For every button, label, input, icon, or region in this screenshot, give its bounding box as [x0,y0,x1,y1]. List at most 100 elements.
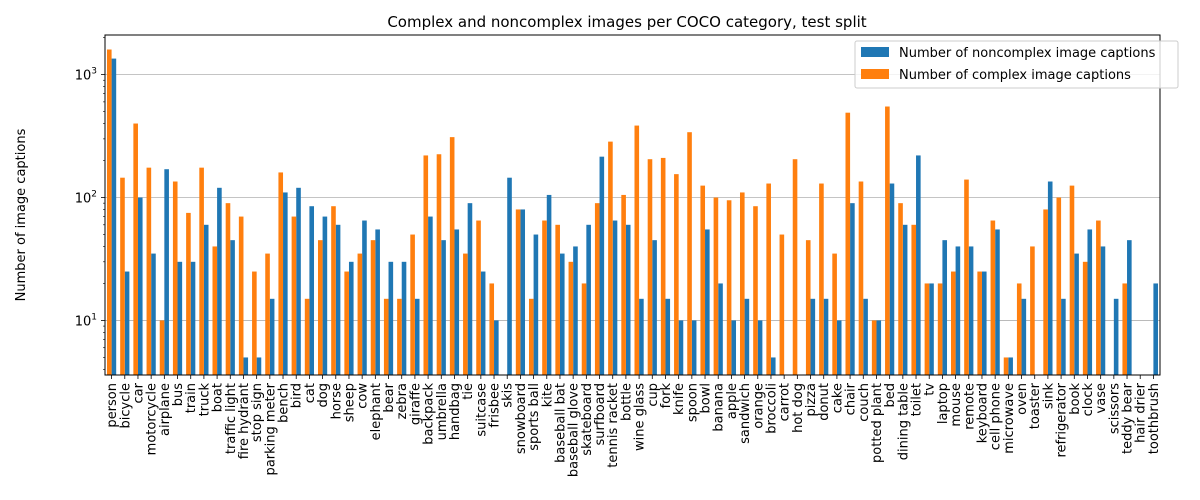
x-tick-label: pizza [804,383,819,416]
x-tick-label: toilet [910,383,925,416]
bar-noncomplex [995,229,1000,375]
bar-complex [739,192,745,375]
bar-noncomplex [441,240,446,375]
bar-complex [687,132,692,375]
x-tick-label: keyboard [975,383,990,443]
x-tick-label: refrigerator [1055,382,1070,457]
x-tick-label: bench [277,383,292,423]
bar-complex [845,112,851,375]
bar-noncomplex [177,261,183,375]
bar-complex [819,183,824,375]
bar-noncomplex [203,224,209,375]
bar-noncomplex [256,357,262,375]
bar-complex [898,203,903,375]
bar-noncomplex [599,156,605,375]
bar-complex [436,154,442,375]
x-tick-label: sports ball [527,383,542,451]
x-tick-label: cat [303,383,318,403]
bar-noncomplex [494,320,499,375]
bar-noncomplex [1074,253,1079,375]
bar-noncomplex [217,187,222,375]
bar-complex [766,183,771,375]
bar-complex [858,181,864,375]
x-tick-label: microwave [1002,383,1017,454]
x-tick-label: dog [316,383,331,407]
bar-noncomplex [362,220,367,375]
x-tick-label: bowl [699,383,714,413]
x-tick-label: frisbee [488,383,503,428]
bar-noncomplex [1008,357,1013,375]
x-tick-label: handbag [448,383,463,440]
y-tick-label: 101 [75,312,97,329]
x-tick-label: baseball bat [553,383,568,463]
bar-noncomplex [1113,298,1119,375]
x-tick-label: train [184,383,199,413]
bar-noncomplex [1127,240,1132,375]
bars-layer [106,49,1159,376]
bar-noncomplex [1153,283,1159,375]
bar-complex [120,177,125,375]
bar-complex [1003,357,1009,375]
x-tick-label: baseball glove [567,383,582,477]
x-tick-label: chair [844,382,859,415]
bar-noncomplex [744,298,750,375]
x-tick-label: carrot [778,383,793,421]
bar-complex [344,271,349,375]
bar-complex [937,283,943,375]
x-tick-label: fire hydrant [237,383,252,459]
bar-noncomplex [612,220,618,375]
x-tick-label: cow [356,383,371,409]
x-tick-label: wine glass [633,383,648,451]
y-tick-label: 103 [75,67,97,84]
bar-complex [476,220,481,375]
bar-complex [489,283,495,375]
bar-complex [449,137,455,375]
bar-complex [674,174,679,375]
bar-noncomplex [269,298,275,375]
x-tick-label: laptop [936,383,951,424]
bar-complex [594,203,600,375]
bar-noncomplex [942,240,948,375]
bar-complex [291,216,297,375]
bar-noncomplex [388,261,394,375]
x-tick-label: hot dog [791,383,806,433]
x-tick-label: suitcase [474,383,489,437]
bar-noncomplex [335,224,341,375]
axes-layer [101,34,1161,379]
bar-complex [911,224,917,375]
bar-noncomplex [770,357,776,375]
bar-complex [924,283,930,375]
bar-noncomplex [810,298,816,375]
x-tick-label: couch [857,383,872,422]
bar-complex [265,253,270,375]
bar-complex [977,271,982,375]
bar-complex [212,246,218,375]
x-tick-label: spoon [685,383,700,422]
bar-complex [331,206,336,375]
bar-noncomplex [401,261,407,375]
x-tick-label: vase [1094,383,1109,413]
bar-complex [357,253,363,375]
bar-noncomplex [678,320,684,375]
bar-complex [528,298,534,375]
x-tick-label: potted plant [870,383,885,463]
x-tick-label: giraffe [408,383,423,425]
x-tick-label: tie [461,383,476,400]
bar-complex [753,206,758,375]
bar-noncomplex [718,283,723,375]
bar-complex [700,185,706,375]
bar-complex [1043,209,1048,375]
bar-complex [423,155,429,375]
bar-complex [1056,197,1062,375]
x-tick-label: airplane [158,383,173,436]
legend-frame [854,40,1179,89]
y-tick-label: 102 [75,190,97,207]
bar-complex [1122,283,1128,375]
bar-noncomplex [348,261,354,375]
bar-noncomplex [283,192,288,375]
bar-noncomplex [124,271,130,375]
bar-complex [106,49,112,376]
x-tick-label: parking meter [263,382,278,475]
bar-complex [555,224,560,375]
